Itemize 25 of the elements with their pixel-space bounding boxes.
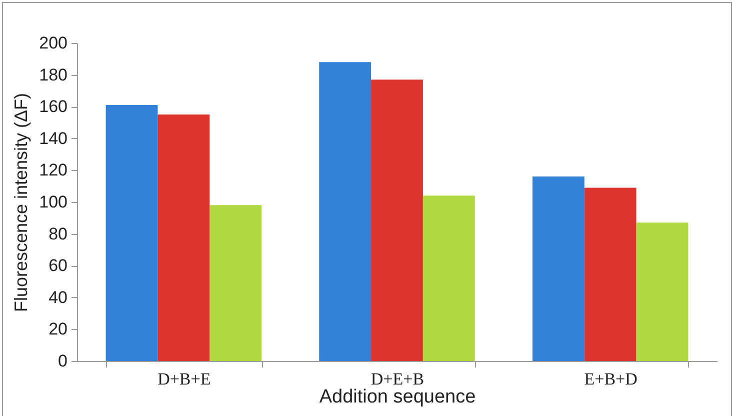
bar <box>636 222 688 361</box>
y-axis-title: Fluorescence intensity (ΔF) <box>11 92 32 312</box>
x-tick-label: D+E+B <box>370 370 424 388</box>
y-tick-label: 180 <box>39 65 68 84</box>
y-tick-label: 60 <box>48 256 68 276</box>
bar <box>210 205 262 361</box>
bar <box>106 105 158 361</box>
y-tick-label: 40 <box>48 288 68 307</box>
y-tick-label: 0 <box>58 352 68 370</box>
bar <box>319 62 372 361</box>
bar <box>532 176 584 361</box>
y-tick-label: 140 <box>39 128 68 148</box>
bar <box>422 196 475 361</box>
y-tick-label: 200 <box>39 34 68 52</box>
bar <box>371 80 423 361</box>
x-tick-label: E+B+D <box>584 370 638 388</box>
y-tick-label: 160 <box>39 97 68 116</box>
bar <box>584 188 636 361</box>
y-tick-label: 100 <box>39 192 68 212</box>
y-tick-label: 120 <box>39 160 68 180</box>
y-tick-label: 20 <box>48 320 68 339</box>
bar <box>158 114 210 361</box>
x-axis-title: Addition sequence <box>319 386 476 408</box>
y-tick-label: 80 <box>48 224 68 244</box>
x-tick-label: D+B+E <box>158 370 211 388</box>
